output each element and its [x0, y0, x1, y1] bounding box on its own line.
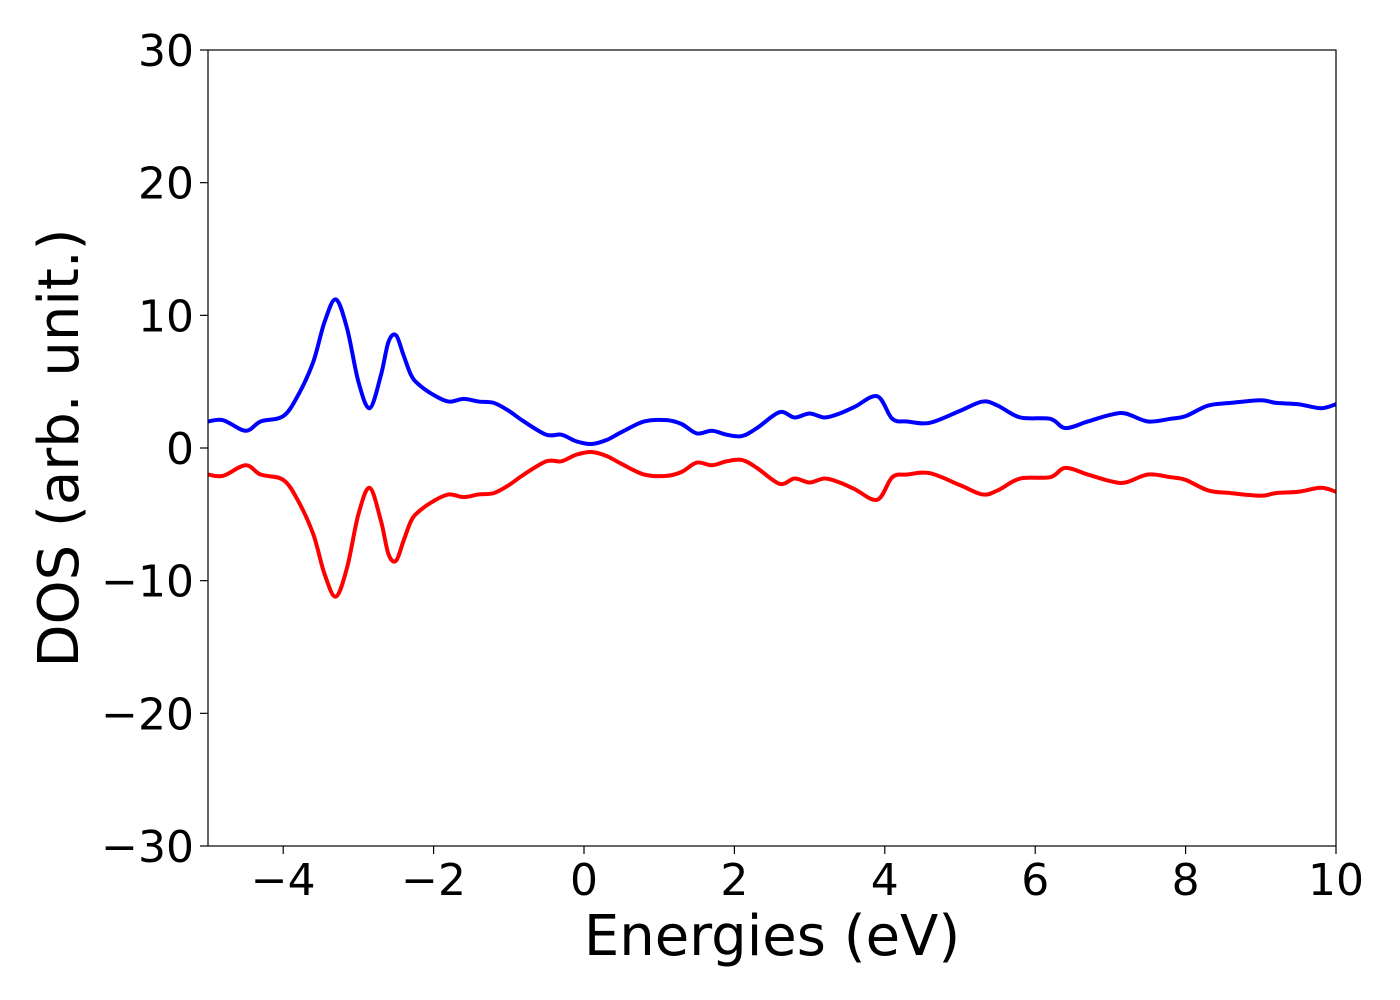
x-tick-label: 4 [871, 855, 899, 906]
y-tick-label: −20 [101, 689, 194, 740]
x-axis-label: Energies (eV) [584, 904, 960, 969]
plot-frame [207, 49, 1337, 847]
y-tick-label: 0 [166, 424, 194, 475]
y-tick-label: 30 [138, 26, 194, 77]
series-line-red [208, 449, 1336, 599]
y-tick-label: 20 [138, 159, 194, 210]
x-tick-label: 8 [1172, 855, 1200, 906]
x-tick-label: 2 [720, 855, 748, 906]
x-tick-label: −4 [251, 855, 316, 906]
y-tick-label: −30 [101, 822, 194, 873]
y-axis-label: DOS (arb. unit.) [27, 228, 92, 667]
y-axis-ticks: −30 −20 −10 0 10 20 30 [101, 26, 208, 873]
series-line-blue [208, 297, 1336, 447]
x-tick-label: 0 [570, 855, 598, 906]
plot-area [208, 297, 1336, 599]
x-tick-label: −2 [401, 855, 466, 906]
x-tick-label: 10 [1308, 855, 1364, 906]
y-tick-label: 10 [138, 291, 194, 342]
x-axis-ticks: −4 −2 0 2 4 6 8 10 [251, 846, 1364, 906]
x-tick-label: 6 [1021, 855, 1049, 906]
y-tick-label: −10 [101, 557, 194, 608]
